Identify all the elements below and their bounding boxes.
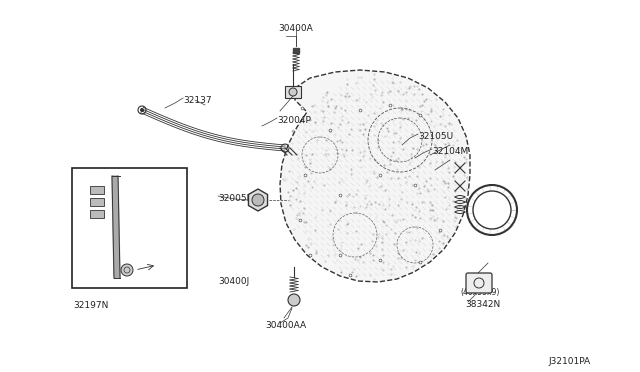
Bar bbox=[90, 210, 104, 218]
Text: 38342N: 38342N bbox=[465, 300, 500, 309]
Text: 30400AA: 30400AA bbox=[265, 321, 306, 330]
Bar bbox=[72, 168, 187, 288]
Text: 32105U: 32105U bbox=[418, 132, 453, 141]
Text: 30400A: 30400A bbox=[278, 24, 314, 33]
Text: 30400J: 30400J bbox=[218, 277, 249, 286]
Bar bbox=[90, 186, 104, 194]
Text: 32104M: 32104M bbox=[432, 147, 468, 156]
FancyBboxPatch shape bbox=[466, 273, 492, 293]
Circle shape bbox=[252, 194, 264, 206]
Circle shape bbox=[289, 88, 297, 96]
Text: 32004P: 32004P bbox=[277, 116, 311, 125]
Bar bbox=[90, 198, 104, 206]
Circle shape bbox=[288, 294, 300, 306]
Text: 32137: 32137 bbox=[183, 96, 212, 105]
Polygon shape bbox=[248, 189, 268, 211]
Text: J32101PA: J32101PA bbox=[548, 357, 590, 366]
Text: 32197N: 32197N bbox=[73, 301, 108, 310]
Text: 32005M: 32005M bbox=[218, 194, 254, 203]
Polygon shape bbox=[280, 70, 470, 282]
Text: (40x55x9): (40x55x9) bbox=[460, 288, 499, 297]
Bar bbox=[293, 48, 299, 53]
Circle shape bbox=[121, 264, 133, 276]
Circle shape bbox=[140, 108, 144, 112]
Bar bbox=[285, 86, 301, 98]
Polygon shape bbox=[112, 176, 120, 278]
